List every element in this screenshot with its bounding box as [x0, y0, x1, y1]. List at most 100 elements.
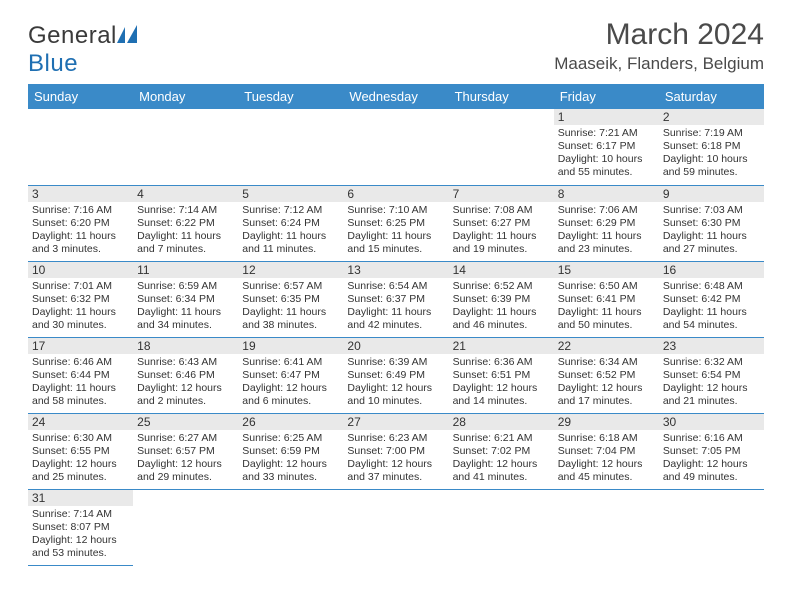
- calendar-cell: 29Sunrise: 6:18 AMSunset: 7:04 PMDayligh…: [554, 413, 659, 489]
- calendar-cell: 13 Sunrise: 6:54 AMSunset: 6:37 PMDayligh…: [343, 261, 448, 337]
- sunset-line: Sunset: 6:57 PM: [137, 445, 234, 458]
- day-number: 31: [28, 490, 133, 506]
- day-info: Sunrise: 7:10 AMSunset: 6:25 PMDaylight:…: [347, 204, 444, 257]
- daylight-line: Daylight: 12 hours and 17 minutes.: [558, 382, 655, 408]
- sunset-line: Sunset: 6:20 PM: [32, 217, 129, 230]
- calendar-cell: 19 Sunrise: 6:41 AMSunset: 6:47 PMDayligh…: [238, 337, 343, 413]
- daylight-line: Daylight: 12 hours and 49 minutes.: [663, 458, 760, 484]
- dow-monday: Monday: [133, 84, 238, 109]
- day-number: 8: [554, 186, 659, 202]
- daylight-line: Daylight: 11 hours and 42 minutes.: [347, 306, 444, 332]
- daylight-line: Daylight: 11 hours and 19 minutes.: [453, 230, 550, 256]
- day-info: Sunrise: 6:54 AMSunset: 6:37 PMDaylight:…: [347, 280, 444, 333]
- sunrise-line: Sunrise: 6:46 AM: [32, 356, 129, 369]
- calendar-cell: 23Sunrise: 6:32 AMSunset: 6:54 PMDayligh…: [659, 337, 764, 413]
- day-number: 28: [449, 414, 554, 430]
- daylight-line: Daylight: 10 hours and 59 minutes.: [663, 153, 760, 179]
- calendar-cell: 8Sunrise: 7:06 AMSunset: 6:29 PMDaylight…: [554, 185, 659, 261]
- sunset-line: Sunset: 6:32 PM: [32, 293, 129, 306]
- daylight-line: Daylight: 12 hours and 41 minutes.: [453, 458, 550, 484]
- day-info: Sunrise: 7:12 AMSunset: 6:24 PMDaylight:…: [242, 204, 339, 257]
- daylight-line: Daylight: 12 hours and 6 minutes.: [242, 382, 339, 408]
- day-info: Sunrise: 6:59 AMSunset: 6:34 PMDaylight:…: [137, 280, 234, 333]
- day-info: Sunrise: 7:16 AMSunset: 6:20 PMDaylight:…: [32, 204, 129, 257]
- day-info: Sunrise: 7:01 AMSunset: 6:32 PMDaylight:…: [32, 280, 129, 333]
- sunset-line: Sunset: 6:18 PM: [663, 140, 760, 153]
- daylight-line: Daylight: 10 hours and 55 minutes.: [558, 153, 655, 179]
- day-number: 7: [449, 186, 554, 202]
- calendar-cell: [133, 489, 238, 565]
- sunset-line: Sunset: 6:35 PM: [242, 293, 339, 306]
- sunrise-line: Sunrise: 6:59 AM: [137, 280, 234, 293]
- calendar-cell: [554, 489, 659, 565]
- calendar-body: 1Sunrise: 7:21 AMSunset: 6:17 PMDaylight…: [28, 109, 764, 565]
- calendar-cell: [659, 489, 764, 565]
- day-number: 5: [238, 186, 343, 202]
- sunrise-line: Sunrise: 7:14 AM: [137, 204, 234, 217]
- sunset-line: Sunset: 7:05 PM: [663, 445, 760, 458]
- sunrise-line: Sunrise: 6:34 AM: [558, 356, 655, 369]
- sunrise-line: Sunrise: 6:57 AM: [242, 280, 339, 293]
- sunrise-line: Sunrise: 6:25 AM: [242, 432, 339, 445]
- daylight-line: Daylight: 11 hours and 50 minutes.: [558, 306, 655, 332]
- sunset-line: Sunset: 6:27 PM: [453, 217, 550, 230]
- day-info: Sunrise: 6:25 AMSunset: 6:59 PMDaylight:…: [242, 432, 339, 485]
- sunset-line: Sunset: 6:46 PM: [137, 369, 234, 382]
- calendar-week: 31 Sunrise: 7:14 AMSunset: 8:07 PMDayligh…: [28, 489, 764, 565]
- day-number: 12: [238, 262, 343, 278]
- day-number: 20: [343, 338, 448, 354]
- day-number: 16: [659, 262, 764, 278]
- daylight-line: Daylight: 12 hours and 53 minutes.: [32, 534, 129, 560]
- sunrise-line: Sunrise: 7:03 AM: [663, 204, 760, 217]
- sunset-line: Sunset: 6:47 PM: [242, 369, 339, 382]
- calendar-cell: [28, 109, 133, 185]
- dow-tuesday: Tuesday: [238, 84, 343, 109]
- day-number: 17: [28, 338, 133, 354]
- sunrise-line: Sunrise: 6:23 AM: [347, 432, 444, 445]
- day-info: Sunrise: 6:50 AMSunset: 6:41 PMDaylight:…: [558, 280, 655, 333]
- sunrise-line: Sunrise: 7:19 AM: [663, 127, 760, 140]
- sunset-line: Sunset: 6:42 PM: [663, 293, 760, 306]
- calendar-week: 17Sunrise: 6:46 AMSunset: 6:44 PMDayligh…: [28, 337, 764, 413]
- calendar-table: Sunday Monday Tuesday Wednesday Thursday…: [28, 84, 764, 566]
- sunrise-line: Sunrise: 7:01 AM: [32, 280, 129, 293]
- daylight-line: Daylight: 11 hours and 11 minutes.: [242, 230, 339, 256]
- sunset-line: Sunset: 6:22 PM: [137, 217, 234, 230]
- brand-word1: General: [28, 22, 117, 49]
- sunset-line: Sunset: 6:37 PM: [347, 293, 444, 306]
- day-info: Sunrise: 7:14 AMSunset: 8:07 PMDaylight:…: [32, 508, 129, 561]
- sunrise-line: Sunrise: 6:48 AM: [663, 280, 760, 293]
- calendar-cell: 31 Sunrise: 7:14 AMSunset: 8:07 PMDayligh…: [28, 489, 133, 565]
- sunset-line: Sunset: 6:59 PM: [242, 445, 339, 458]
- calendar-cell: 2 Sunrise: 7:19 AMSunset: 6:18 PMDaylight…: [659, 109, 764, 185]
- day-number: 21: [449, 338, 554, 354]
- title-block: March 2024 Maaseik, Flanders, Belgium: [554, 18, 764, 74]
- daylight-line: Daylight: 12 hours and 29 minutes.: [137, 458, 234, 484]
- daylight-line: Daylight: 12 hours and 25 minutes.: [32, 458, 129, 484]
- day-info: Sunrise: 6:18 AMSunset: 7:04 PMDaylight:…: [558, 432, 655, 485]
- calendar-week: 24Sunrise: 6:30 AMSunset: 6:55 PMDayligh…: [28, 413, 764, 489]
- sunrise-line: Sunrise: 6:27 AM: [137, 432, 234, 445]
- calendar-cell: 11Sunrise: 6:59 AMSunset: 6:34 PMDayligh…: [133, 261, 238, 337]
- day-number: 13: [343, 262, 448, 278]
- day-info: Sunrise: 6:43 AMSunset: 6:46 PMDaylight:…: [137, 356, 234, 409]
- day-info: Sunrise: 6:41 AMSunset: 6:47 PMDaylight:…: [242, 356, 339, 409]
- dow-wednesday: Wednesday: [343, 84, 448, 109]
- day-number: 2: [659, 109, 764, 125]
- calendar-cell: [238, 109, 343, 185]
- day-info: Sunrise: 6:32 AMSunset: 6:54 PMDaylight:…: [663, 356, 760, 409]
- day-number: 19: [238, 338, 343, 354]
- sunrise-line: Sunrise: 7:14 AM: [32, 508, 129, 521]
- day-number: 15: [554, 262, 659, 278]
- day-info: Sunrise: 6:36 AMSunset: 6:51 PMDaylight:…: [453, 356, 550, 409]
- brand-logo: General Blue: [28, 18, 139, 78]
- sunrise-line: Sunrise: 7:21 AM: [558, 127, 655, 140]
- sunset-line: Sunset: 7:04 PM: [558, 445, 655, 458]
- sunset-line: Sunset: 6:49 PM: [347, 369, 444, 382]
- calendar-cell: [449, 489, 554, 565]
- month-title: March 2024: [554, 18, 764, 52]
- day-number: 24: [28, 414, 133, 430]
- daylight-line: Daylight: 12 hours and 33 minutes.: [242, 458, 339, 484]
- day-number: 18: [133, 338, 238, 354]
- sunset-line: Sunset: 6:30 PM: [663, 217, 760, 230]
